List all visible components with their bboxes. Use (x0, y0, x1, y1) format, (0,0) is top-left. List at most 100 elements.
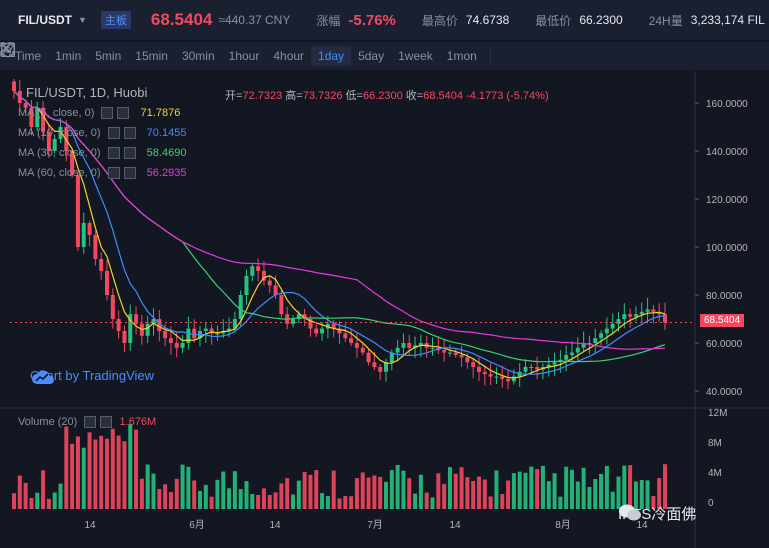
candle-body (99, 259, 104, 271)
ma10-close-icon[interactable] (123, 127, 136, 140)
candle-body (610, 323, 615, 329)
candle-body (174, 343, 179, 348)
high-label: 高= (285, 90, 303, 102)
candle-body (279, 295, 284, 315)
volume-bar (384, 481, 388, 509)
open-value: 72.7323 (242, 90, 283, 102)
volume-bar (291, 494, 295, 509)
ma5-close-icon[interactable] (117, 107, 130, 120)
ma60-settings-icon[interactable] (107, 167, 120, 180)
candle-body (273, 285, 278, 295)
open-label: 开= (225, 90, 243, 102)
volume-close-icon[interactable] (100, 416, 113, 429)
volume-bar (238, 489, 243, 509)
volume-bar (343, 495, 348, 509)
volume-bar (296, 480, 301, 509)
price-axis-label: 80.0000 (706, 291, 743, 302)
candle-body (471, 362, 476, 367)
time-axis-label: 14 (84, 520, 96, 531)
candle-body (87, 223, 92, 235)
ma5-label: MA (5, close, 0) (18, 107, 95, 119)
tradingview-logo[interactable]: Chart by TradingView (30, 368, 154, 384)
indicator-icon[interactable] (1, 43, 527, 66)
ma10-settings-icon[interactable] (107, 127, 120, 140)
interval-15min[interactable]: 15min (135, 49, 168, 63)
volume-bar (134, 429, 139, 509)
volume-bar (145, 464, 150, 509)
ma30-close-icon[interactable] (123, 147, 136, 160)
interval-1min[interactable]: 1min (55, 49, 82, 63)
ma60-value: 56.2935 (146, 167, 187, 179)
volume-bar (105, 438, 109, 509)
candle-body (506, 379, 511, 382)
volume-title: Volume (20) (18, 416, 78, 428)
price-chart-svg[interactable]: 160.0000 140.0000 120.0000 100.0000 80.0000 6… (0, 71, 769, 548)
volume-bar (482, 479, 487, 509)
interval-5day[interactable]: 5day (358, 49, 385, 63)
low-value: 66.2300 (362, 90, 403, 102)
volume-bar (157, 489, 162, 509)
candle-body (453, 352, 458, 355)
volume-bar (488, 496, 493, 509)
volume-settings-icon[interactable] (84, 416, 97, 429)
candle-body (128, 314, 133, 343)
volume-value: 3,233,174 FIL (690, 13, 765, 27)
volume-bar (17, 475, 22, 509)
candle-body (360, 347, 365, 353)
pair-label: FIL/USDT (18, 13, 72, 27)
candle-body (46, 131, 51, 151)
candle-body (75, 175, 80, 247)
interval-1week[interactable]: 1week (398, 49, 433, 63)
volume-bar (232, 471, 237, 509)
pair-selector[interactable]: FIL/USDT ▼ (18, 13, 87, 27)
time-axis-label: 14 (269, 520, 281, 531)
volume-bar (58, 483, 63, 509)
candle-body (81, 223, 86, 247)
interval-30min[interactable]: 30min (181, 49, 215, 63)
ma5-settings-icon[interactable] (101, 107, 114, 120)
candle-body (587, 343, 592, 344)
volume-bar (633, 481, 638, 509)
interval-time[interactable]: Time (15, 49, 42, 63)
candle-body (645, 309, 650, 312)
chart-area[interactable]: 160.0000 140.0000 120.0000 100.0000 80.0000 6… (0, 71, 769, 548)
fullscreen-icon[interactable] (0, 42, 717, 66)
candle-body (244, 275, 249, 295)
main-board-badge: 主板 (100, 11, 131, 29)
volume-bar (360, 472, 365, 509)
interval-1day[interactable]: 1day (311, 46, 352, 66)
ma30-settings-icon[interactable] (107, 147, 120, 160)
candle-body (203, 328, 208, 331)
ma60-close-icon[interactable] (123, 167, 136, 180)
watermark: IPFS冷面佛 (618, 503, 696, 524)
volume-bar (395, 465, 400, 509)
volume-bar (116, 435, 121, 509)
volume-bar (459, 467, 464, 509)
volume-bar (46, 498, 51, 509)
volume-bar (256, 494, 261, 509)
interval-5min[interactable]: 5min (95, 49, 122, 63)
volume-bar (12, 493, 16, 509)
interval-1hour[interactable]: 1hour (228, 49, 260, 63)
interval-4hour[interactable]: 4hour (273, 49, 305, 63)
candle-body (29, 107, 34, 127)
volume-legend: Volume (20) 1.676M (18, 416, 156, 429)
interval-1mon[interactable]: 1mon (446, 49, 477, 63)
candle-body (663, 314, 667, 323)
close-icon[interactable] (0, 42, 755, 66)
volume-bar (192, 480, 197, 509)
candle-body (110, 295, 115, 319)
ma5-line (13, 90, 666, 379)
volume-bar (401, 470, 406, 509)
volume-bar (639, 479, 644, 509)
volume-bar (517, 471, 522, 509)
candle-body (163, 331, 168, 339)
candle-body (633, 314, 638, 317)
volume-bar (337, 498, 342, 509)
ma30-label: MA (30, close, 0) (18, 147, 101, 159)
candle-body (622, 314, 627, 319)
volume-bar (564, 466, 569, 509)
candle-body (186, 328, 191, 343)
volume-bar (29, 498, 34, 509)
settings-icon[interactable] (1, 42, 557, 66)
